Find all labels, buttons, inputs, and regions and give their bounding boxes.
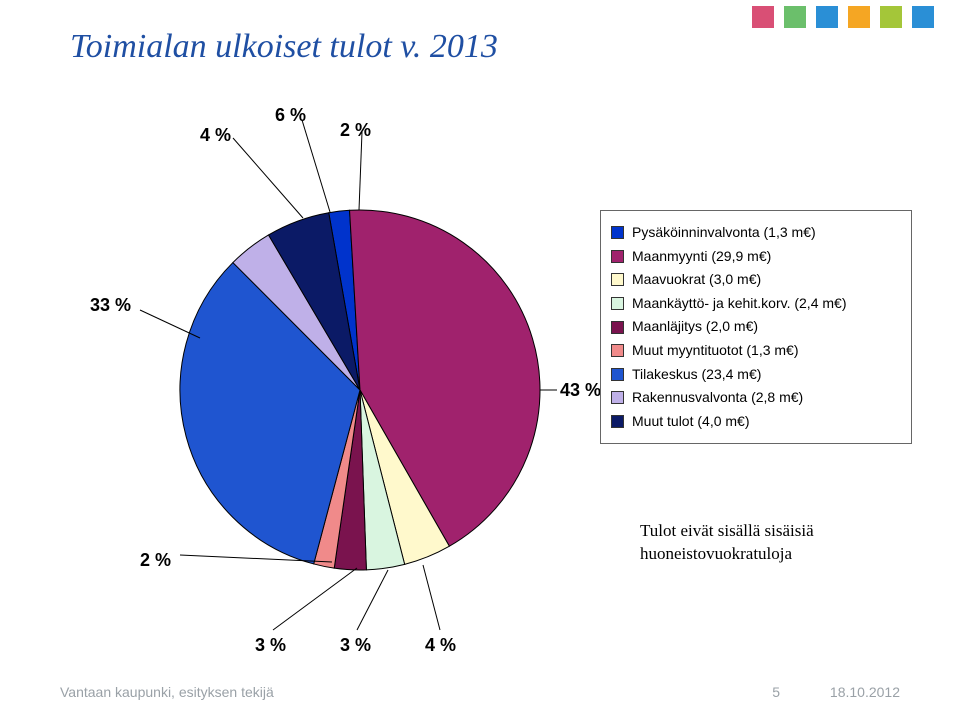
- leader-line: [273, 568, 357, 630]
- legend-label: Maankäyttö- ja kehit.korv. (2,4 m€): [632, 294, 846, 314]
- leader-line: [233, 138, 303, 218]
- legend-swatch: [611, 226, 624, 239]
- brand-block: [912, 6, 934, 28]
- note-text: Tulot eivät sisällä sisäisiä huoneistovu…: [640, 520, 900, 566]
- brand-block: [752, 6, 774, 28]
- brand-blocks: [752, 6, 934, 28]
- brand-block: [848, 6, 870, 28]
- footer-date: 18.10.2012: [830, 684, 900, 700]
- legend-swatch: [611, 250, 624, 263]
- pct-label: 33 %: [90, 295, 131, 316]
- brand-block: [880, 6, 902, 28]
- legend-swatch: [611, 297, 624, 310]
- legend-label: Rakennusvalvonta (2,8 m€): [632, 388, 803, 408]
- pct-label: 3 %: [255, 635, 286, 656]
- note-line2: huoneistovuokratuloja: [640, 544, 792, 563]
- pct-label: 43 %: [560, 380, 601, 401]
- leader-line: [140, 310, 200, 338]
- pct-label: 6 %: [275, 105, 306, 126]
- legend-item: Muut tulot (4,0 m€): [611, 412, 901, 432]
- legend-swatch: [611, 391, 624, 404]
- legend-label: Muut myyntituotot (1,3 m€): [632, 341, 799, 361]
- pct-label: 2 %: [140, 550, 171, 571]
- leader-line: [357, 570, 388, 630]
- legend-label: Maanmyynti (29,9 m€): [632, 247, 771, 267]
- legend-swatch: [611, 415, 624, 428]
- pct-label: 2 %: [340, 120, 371, 141]
- legend-item: Maanläjitys (2,0 m€): [611, 317, 901, 337]
- legend: Pysäköinninvalvonta (1,3 m€) Maanmyynti (…: [600, 210, 912, 444]
- legend-item: Maavuokrat (3,0 m€): [611, 270, 901, 290]
- leader-line: [359, 132, 362, 210]
- footer-page-number: 5: [772, 684, 780, 700]
- legend-swatch: [611, 273, 624, 286]
- legend-item: Maanmyynti (29,9 m€): [611, 247, 901, 267]
- pie-svg: [60, 90, 620, 670]
- legend-item: Rakennusvalvonta (2,8 m€): [611, 388, 901, 408]
- pct-label: 3 %: [340, 635, 371, 656]
- slide: VANTAA Toimialan ulkoiset tulot v. 2013 …: [0, 0, 960, 718]
- pie-chart: 2 %43 %4 %3 %3 %2 %33 %4 %6 %: [60, 90, 580, 650]
- pct-label: 4 %: [200, 125, 231, 146]
- legend-label: Pysäköinninvalvonta (1,3 m€): [632, 223, 816, 243]
- legend-swatch: [611, 368, 624, 381]
- legend-label: Tilakeskus (23,4 m€): [632, 365, 761, 385]
- legend-label: Maanläjitys (2,0 m€): [632, 317, 758, 337]
- legend-item: Pysäköinninvalvonta (1,3 m€): [611, 223, 901, 243]
- legend-swatch: [611, 344, 624, 357]
- leader-line: [423, 565, 440, 630]
- brand-block: [816, 6, 838, 28]
- footer-author: Vantaan kaupunki, esityksen tekijä: [60, 684, 274, 700]
- legend-swatch: [611, 321, 624, 334]
- legend-item: Muut myyntituotot (1,3 m€): [611, 341, 901, 361]
- legend-label: Maavuokrat (3,0 m€): [632, 270, 761, 290]
- legend-item: Tilakeskus (23,4 m€): [611, 365, 901, 385]
- legend-item: Maankäyttö- ja kehit.korv. (2,4 m€): [611, 294, 901, 314]
- legend-label: Muut tulot (4,0 m€): [632, 412, 750, 432]
- brand-block: [784, 6, 806, 28]
- pct-label: 4 %: [425, 635, 456, 656]
- note-line1: Tulot eivät sisällä sisäisiä: [640, 521, 814, 540]
- slide-title: Toimialan ulkoiset tulot v. 2013: [70, 28, 498, 66]
- leader-line: [302, 120, 330, 212]
